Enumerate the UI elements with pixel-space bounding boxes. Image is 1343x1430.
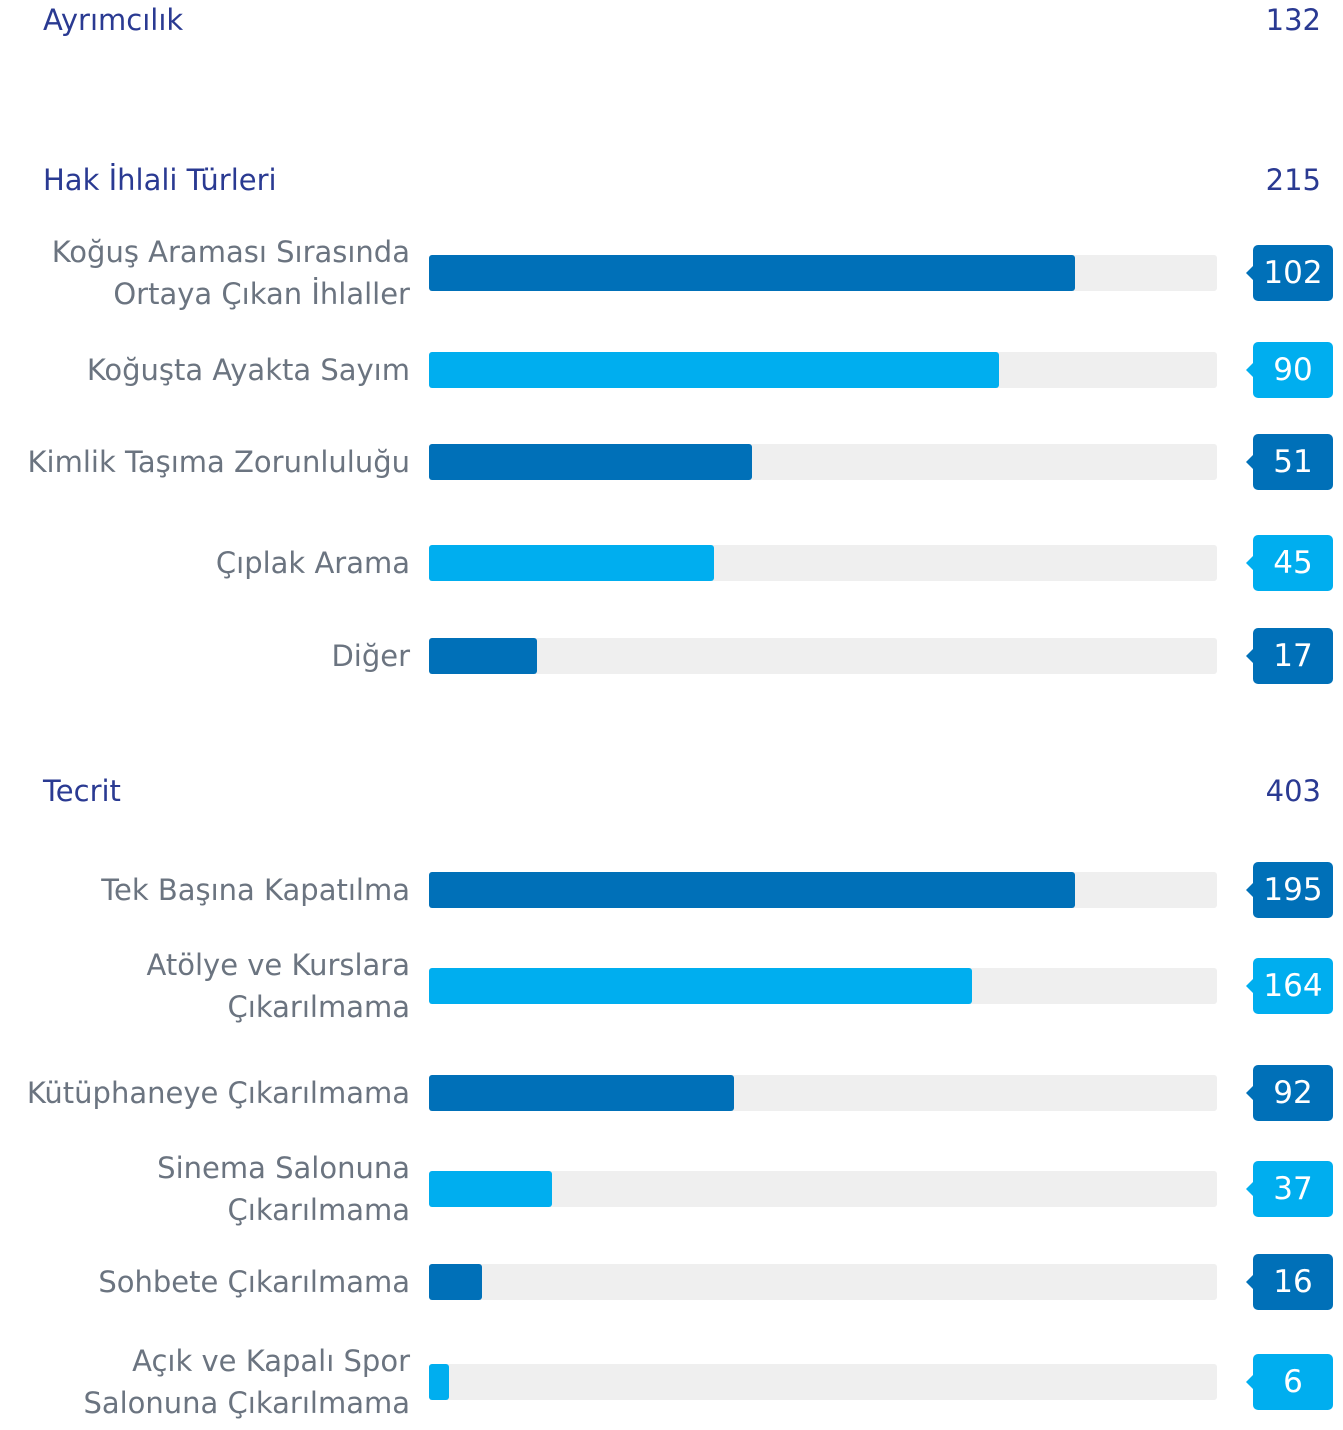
value-badge: 17: [1246, 628, 1333, 684]
bar-track: [429, 1364, 1217, 1400]
bar: [429, 968, 973, 1004]
value-badge: 90: [1246, 342, 1333, 398]
row-label: Sohbete Çıkarılmama: [98, 1265, 410, 1299]
value-badge: 37: [1246, 1161, 1333, 1217]
bar: [429, 444, 753, 480]
section-title: Hak İhlali Türleri: [43, 163, 277, 197]
value-badge: 164: [1246, 958, 1333, 1014]
value-badge: 92: [1246, 1065, 1333, 1121]
bar: [429, 1171, 552, 1207]
value-badge: 102: [1246, 245, 1333, 301]
value-badge: 45: [1246, 535, 1333, 591]
value-badge: 6: [1246, 1354, 1333, 1410]
row-label: Atölye ve Kurslara Çıkarılmama: [146, 948, 410, 1024]
value-badge: 195: [1246, 862, 1333, 918]
value-badge: 16: [1246, 1254, 1333, 1310]
section-total: 403: [1265, 774, 1321, 808]
row-label: Açık ve Kapalı Spor Salonuna Çıkarılmama: [83, 1344, 410, 1420]
bar-track: [429, 638, 1217, 674]
bar: [429, 1364, 449, 1400]
section-title: Tecrit: [43, 774, 121, 808]
row-label: Kimlik Taşıma Zorunluluğu: [27, 445, 411, 479]
bar-track: [429, 1264, 1217, 1300]
bar: [429, 1075, 734, 1111]
bar-track: [429, 1171, 1217, 1207]
section-title: Ayrımcılık: [43, 3, 184, 37]
bar: [429, 1264, 483, 1300]
row-label: Sinema Salonuna Çıkarılmama: [157, 1151, 410, 1227]
row-label: Tek Başına Kapatılma: [101, 873, 410, 907]
bar: [429, 255, 1076, 291]
bar: [429, 545, 715, 581]
row-label: Koğuşta Ayakta Sayım: [86, 353, 410, 387]
value-badge: 51: [1246, 434, 1333, 490]
row-label: Koğuş Araması Sırasında Ortaya Çıkan İhl…: [51, 235, 410, 311]
section-total: 215: [1265, 163, 1321, 197]
row-label: Çıplak Arama: [215, 546, 410, 580]
row-label: Kütüphaneye Çıkarılmama: [26, 1076, 410, 1110]
bar: [429, 352, 1000, 388]
bar: [429, 638, 537, 674]
bar: [429, 872, 1076, 908]
section-total: 132: [1265, 3, 1321, 37]
row-label: Diğer: [331, 639, 410, 673]
